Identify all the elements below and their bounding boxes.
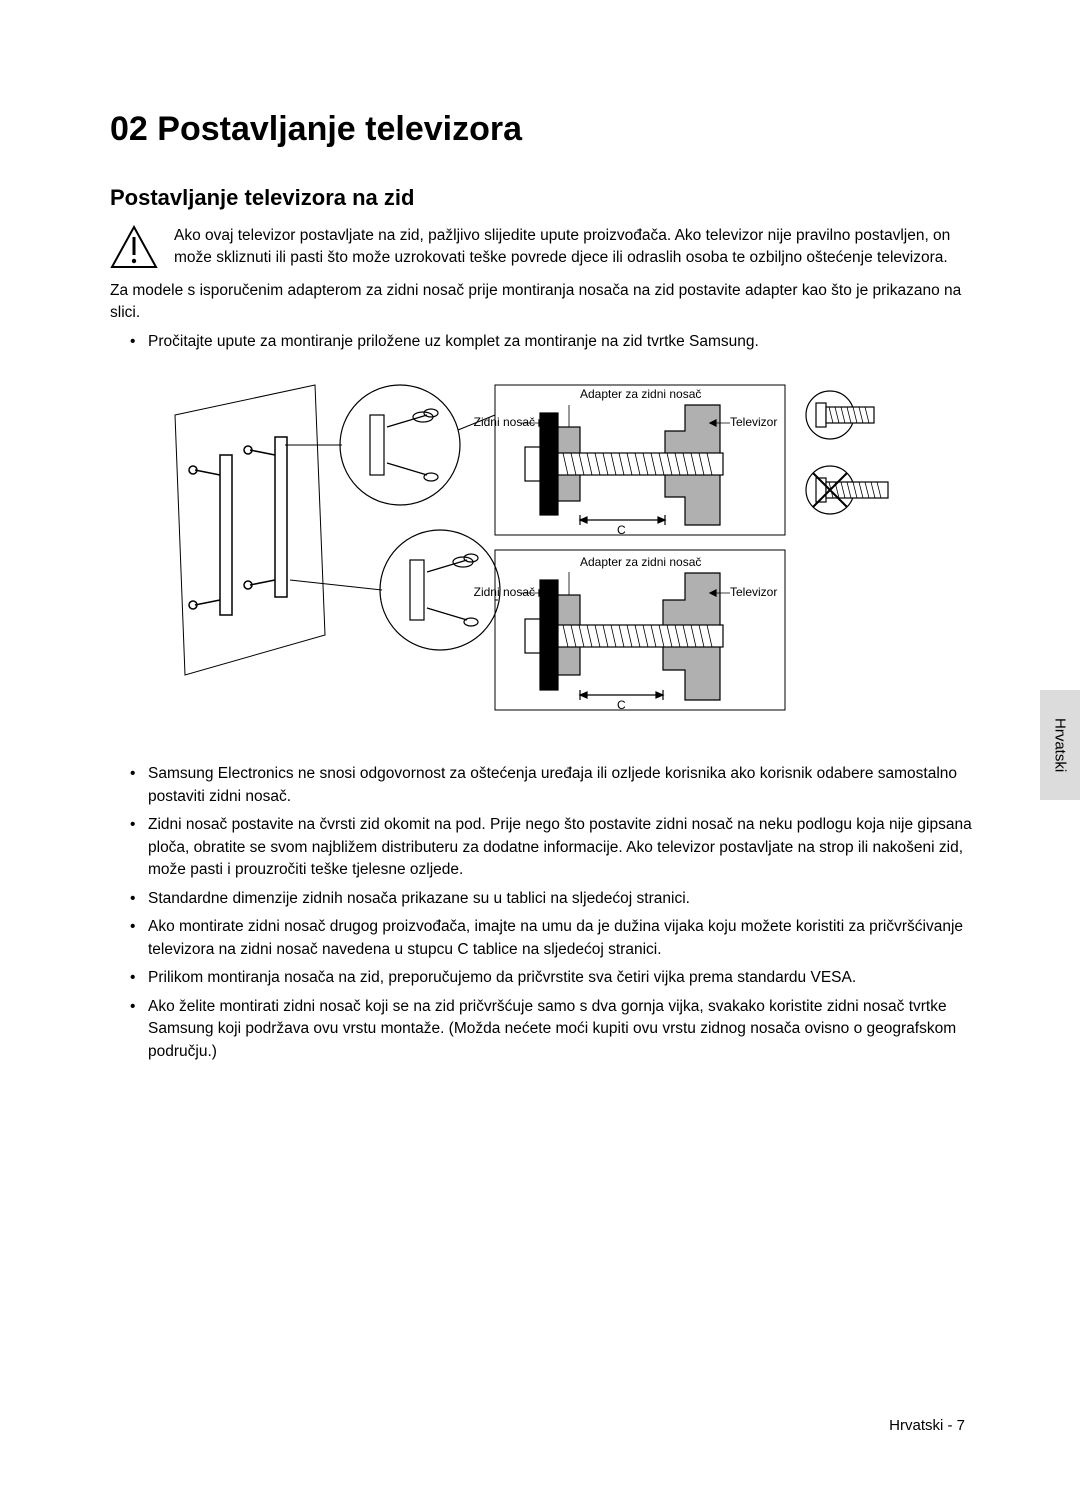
warning-block: Ako ovaj televizor postavljate na zid, p…: [110, 225, 980, 270]
diagram-label-adapter-1: Adapter za zidni nosač: [580, 387, 701, 401]
diagram-label-tv-1: Televizor: [730, 415, 777, 429]
list-item: Ako montirate zidni nosač drugog proizvo…: [130, 916, 980, 961]
list-item: Standardne dimenzije zidnih nosača prika…: [130, 888, 980, 910]
diagram-label-wallmount-2: Zidni nosač: [465, 585, 535, 599]
diagram-label-adapter-2: Adapter za zidni nosač: [580, 555, 701, 569]
language-tab: Hrvatski: [1040, 690, 1080, 800]
mounting-diagram: Adapter za zidni nosač Zidni nosač Telev…: [165, 375, 925, 715]
list-item: Zidni nosač postavite na čvrsti zid okom…: [130, 814, 980, 881]
list-item: Pročitajte upute za montiranje priložene…: [130, 331, 980, 353]
page-footer: Hrvatski - 7: [889, 1417, 965, 1434]
language-tab-label: Hrvatski: [1052, 718, 1069, 772]
diagram-label-wallmount-1: Zidni nosač: [465, 415, 535, 429]
diagram-label-tv-2: Televizor: [730, 585, 777, 599]
chapter-title: 02 Postavljanje televizora: [110, 110, 980, 149]
bottom-bullet-list: Samsung Electronics ne snosi odgovornost…: [130, 763, 980, 1063]
warning-text: Ako ovaj televizor postavljate na zid, p…: [174, 225, 980, 270]
list-item: Samsung Electronics ne snosi odgovornost…: [130, 763, 980, 808]
diagram-label-c-2: C: [617, 698, 626, 712]
adapter-paragraph: Za modele s isporučenim adapterom za zid…: [110, 280, 980, 325]
chapter-title-text: Postavljanje televizora: [157, 110, 522, 148]
list-item: Prilikom montiranja nosača na zid, prepo…: [130, 967, 980, 989]
list-item: Ako želite montirati zidni nosač koji se…: [130, 996, 980, 1063]
top-bullet-list: Pročitajte upute za montiranje priložene…: [130, 331, 980, 353]
diagram-label-c-1: C: [617, 523, 626, 537]
chapter-number: 02: [110, 110, 148, 148]
warning-icon: [110, 225, 158, 269]
section-title: Postavljanje televizora na zid: [110, 185, 980, 211]
